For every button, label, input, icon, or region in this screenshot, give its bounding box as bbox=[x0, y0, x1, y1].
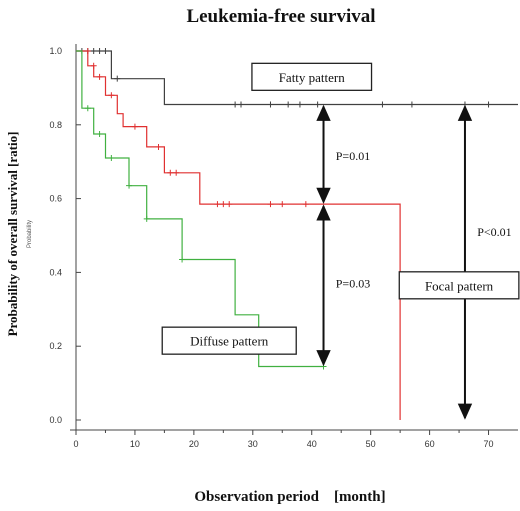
censor-mark-fatty-pattern bbox=[314, 101, 321, 108]
censor-mark-diffuse-pattern bbox=[96, 131, 103, 138]
y-axis-sublabel: Probability bbox=[27, 220, 33, 248]
censor-mark-focal-pattern bbox=[226, 201, 233, 208]
y-tick-label: 0.0 bbox=[49, 415, 62, 425]
y-tick-label: 1.0 bbox=[49, 46, 62, 56]
y-tick-label: 0.4 bbox=[49, 267, 62, 277]
censor-mark-fatty-pattern bbox=[285, 101, 292, 108]
censor-mark-focal-pattern bbox=[84, 48, 91, 54]
plot-area: 0.0 0.2 0.4 0.6 0.8 1.0 0 10 20 30 40 50 60 70 Fatty p… bbox=[49, 44, 520, 449]
x-tick-label: 30 bbox=[248, 439, 258, 449]
p-value-label: P=0.01 bbox=[336, 149, 370, 163]
x-tick-label: 20 bbox=[189, 439, 199, 449]
censor-mark-focal-pattern bbox=[267, 201, 274, 208]
y-tick-label: 0.8 bbox=[49, 120, 62, 130]
censor-mark-focal-pattern bbox=[131, 123, 138, 130]
series-line-diffuse-pattern bbox=[76, 50, 324, 368]
censor-mark-fatty-pattern bbox=[232, 101, 239, 108]
censor-mark-focal-pattern bbox=[155, 143, 162, 150]
censor-mark-focal-pattern bbox=[167, 169, 174, 176]
censor-mark-diffuse-pattern bbox=[143, 215, 150, 222]
x-axis-label: Observation period [month] bbox=[194, 489, 385, 505]
legend-box-diffuse-pattern bbox=[161, 326, 297, 355]
x-tick-label: 70 bbox=[484, 439, 494, 449]
legend-label-diffuse-pattern: Diffuse pattern bbox=[190, 334, 269, 349]
censor-mark-focal-pattern bbox=[90, 62, 97, 69]
censor-mark-fatty-pattern bbox=[96, 48, 103, 54]
x-tick-label: 50 bbox=[366, 439, 376, 449]
censor-mark-fatty-pattern bbox=[238, 101, 245, 108]
censor-mark-fatty-pattern bbox=[379, 101, 386, 108]
legend-box-focal-pattern bbox=[398, 271, 520, 300]
legend-label-fatty-pattern: Fatty pattern bbox=[279, 70, 346, 85]
censor-mark-focal-pattern bbox=[173, 169, 180, 176]
censor-mark-fatty-pattern bbox=[102, 48, 109, 54]
x-tick-label: 0 bbox=[73, 439, 78, 449]
x-tick-label: 40 bbox=[307, 439, 317, 449]
y-tick-label: 0.6 bbox=[49, 194, 62, 204]
censor-mark-diffuse-pattern bbox=[126, 182, 133, 189]
p-value-label: P<0.01 bbox=[477, 225, 511, 239]
censor-mark-fatty-pattern bbox=[296, 101, 303, 108]
censor-mark-diffuse-pattern bbox=[108, 155, 115, 162]
censor-mark-focal-pattern bbox=[108, 92, 115, 99]
y-axis-label: Probability of overall survival [ratio] bbox=[5, 132, 20, 337]
censor-mark-diffuse-pattern bbox=[179, 256, 186, 263]
p-value-label: P=0.03 bbox=[336, 276, 370, 290]
censor-mark-fatty-pattern bbox=[90, 48, 97, 54]
censor-mark-focal-pattern bbox=[220, 201, 227, 208]
series-line-focal-pattern bbox=[76, 50, 401, 420]
chart-title: Leukemia-free survival bbox=[186, 6, 375, 27]
censor-mark-diffuse-pattern bbox=[84, 105, 91, 112]
censor-mark-focal-pattern bbox=[96, 73, 103, 80]
x-tick-label: 10 bbox=[130, 439, 140, 449]
censor-mark-fatty-pattern bbox=[114, 75, 121, 82]
censor-mark-focal-pattern bbox=[302, 201, 309, 208]
censor-mark-focal-pattern bbox=[279, 201, 286, 208]
censor-mark-focal-pattern bbox=[214, 201, 221, 208]
x-tick-label: 60 bbox=[425, 439, 435, 449]
censor-mark-fatty-pattern bbox=[408, 101, 415, 108]
legend-box-fatty-pattern bbox=[251, 62, 373, 91]
legend-label-focal-pattern: Focal pattern bbox=[425, 278, 494, 293]
censor-mark-fatty-pattern bbox=[267, 101, 274, 108]
censor-mark-fatty-pattern bbox=[485, 101, 492, 108]
y-tick-label: 0.2 bbox=[49, 341, 62, 351]
